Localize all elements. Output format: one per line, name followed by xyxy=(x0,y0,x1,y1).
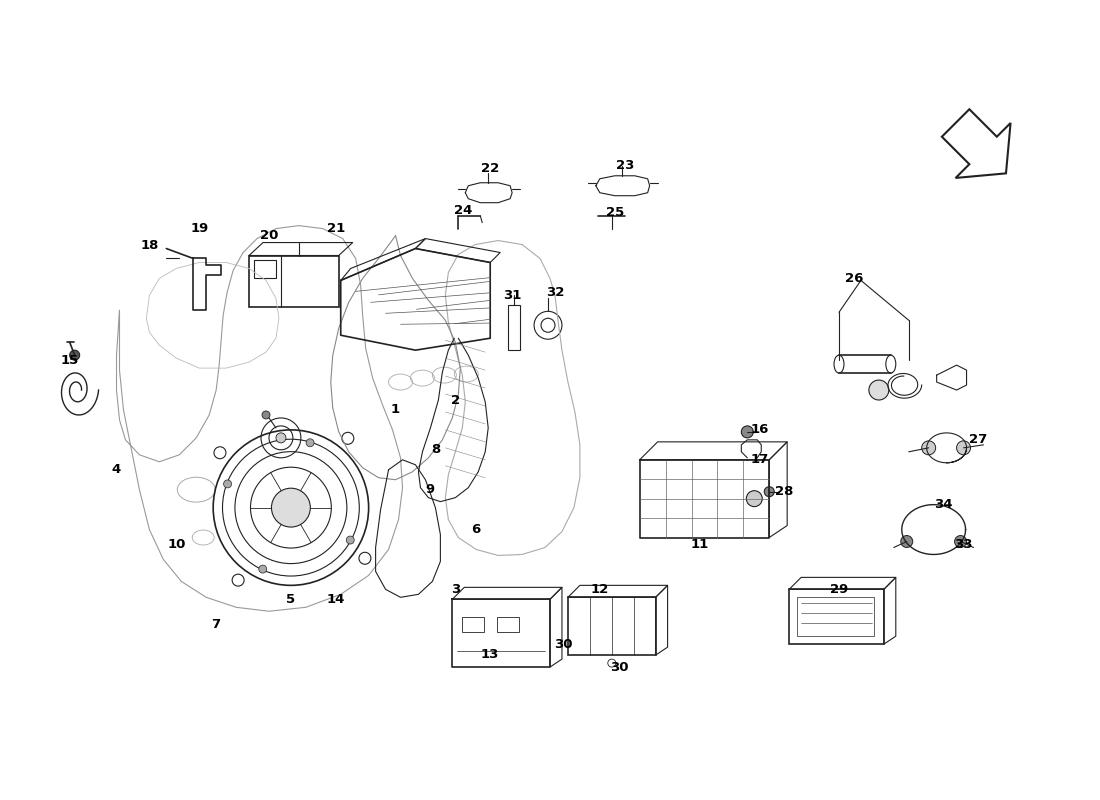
Circle shape xyxy=(262,411,270,419)
Text: 31: 31 xyxy=(503,289,521,302)
Text: 14: 14 xyxy=(327,593,345,606)
Bar xyxy=(254,261,276,278)
Circle shape xyxy=(346,536,354,544)
Text: 11: 11 xyxy=(691,538,708,551)
Text: 7: 7 xyxy=(211,618,221,630)
Circle shape xyxy=(223,480,232,488)
Text: 6: 6 xyxy=(471,523,480,536)
Text: 13: 13 xyxy=(481,648,499,661)
Text: 3: 3 xyxy=(451,583,460,596)
Text: 34: 34 xyxy=(934,498,953,511)
Bar xyxy=(508,306,520,350)
Text: 4: 4 xyxy=(112,463,121,476)
Circle shape xyxy=(306,438,315,446)
Circle shape xyxy=(957,441,970,455)
Circle shape xyxy=(922,441,936,455)
Bar xyxy=(789,590,883,644)
Text: 27: 27 xyxy=(969,434,988,446)
Text: 19: 19 xyxy=(190,222,208,235)
Text: 10: 10 xyxy=(167,538,186,551)
Circle shape xyxy=(258,565,266,573)
Text: 29: 29 xyxy=(829,583,848,596)
Text: 22: 22 xyxy=(481,162,499,175)
Circle shape xyxy=(69,350,79,360)
Circle shape xyxy=(955,535,967,547)
Text: 2: 2 xyxy=(451,394,460,406)
Text: 24: 24 xyxy=(454,204,473,217)
Text: 20: 20 xyxy=(260,229,278,242)
Circle shape xyxy=(901,535,913,547)
Text: 1: 1 xyxy=(390,403,400,417)
Circle shape xyxy=(764,486,774,497)
Text: 32: 32 xyxy=(546,286,564,299)
Text: 23: 23 xyxy=(616,159,634,172)
Bar xyxy=(497,618,519,632)
Bar xyxy=(568,598,656,655)
Text: 25: 25 xyxy=(606,206,624,219)
Circle shape xyxy=(741,426,754,438)
Text: 5: 5 xyxy=(286,593,296,606)
Text: 26: 26 xyxy=(845,272,864,285)
Text: 21: 21 xyxy=(327,222,345,235)
Text: 30: 30 xyxy=(553,638,572,650)
Text: 8: 8 xyxy=(431,443,440,456)
Text: 15: 15 xyxy=(60,354,79,366)
Circle shape xyxy=(869,380,889,400)
Text: 9: 9 xyxy=(426,483,434,496)
Text: 12: 12 xyxy=(591,583,609,596)
Circle shape xyxy=(746,490,762,506)
Text: 18: 18 xyxy=(140,239,158,252)
Bar xyxy=(462,618,484,632)
Circle shape xyxy=(272,488,310,527)
Text: 16: 16 xyxy=(750,423,769,436)
Text: 30: 30 xyxy=(610,661,629,674)
Circle shape xyxy=(276,433,286,443)
Bar xyxy=(249,255,339,307)
Text: 17: 17 xyxy=(750,454,769,466)
Text: 28: 28 xyxy=(776,485,793,498)
Bar xyxy=(798,598,873,636)
Text: 33: 33 xyxy=(955,538,972,551)
